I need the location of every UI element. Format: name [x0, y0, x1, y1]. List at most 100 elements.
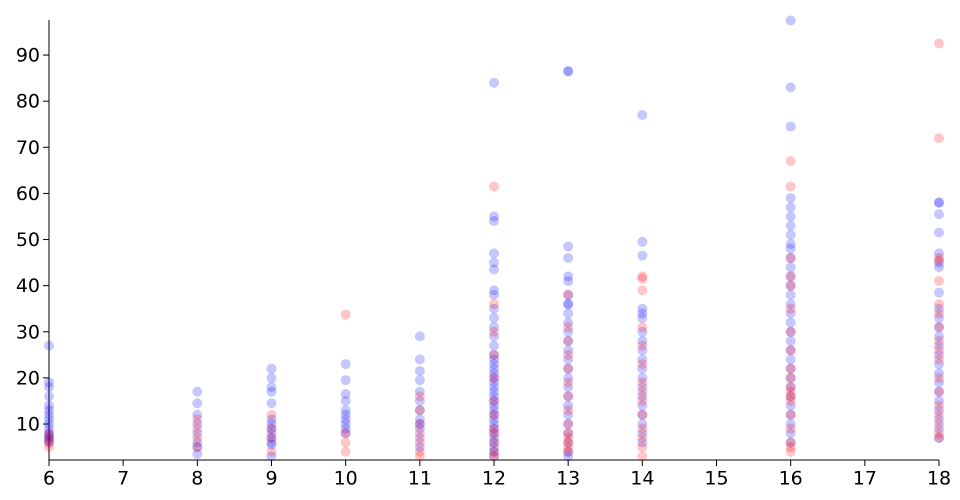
point: [785, 419, 796, 430]
point: [637, 432, 648, 443]
point: [563, 391, 574, 402]
point: [563, 289, 574, 300]
point: [934, 354, 944, 365]
point: [44, 377, 54, 388]
point: [934, 299, 944, 310]
point: [340, 375, 351, 386]
point: [563, 442, 574, 453]
point: [637, 419, 648, 430]
point: [934, 432, 944, 443]
point: [934, 400, 944, 411]
point: [785, 326, 796, 337]
y-tick-label: 90: [16, 45, 40, 67]
point: [266, 428, 277, 439]
point: [785, 262, 796, 273]
y-tick-label: 20: [16, 367, 40, 389]
point: [192, 414, 203, 425]
point: [489, 216, 499, 227]
point: [785, 193, 796, 204]
point: [414, 391, 425, 402]
point: [489, 409, 499, 420]
point: [44, 419, 54, 430]
y-tick-label: 70: [16, 137, 40, 159]
point: [934, 255, 944, 266]
point: [934, 133, 944, 144]
point: [785, 121, 796, 132]
point: [785, 303, 796, 314]
point: [934, 419, 944, 430]
point: [489, 181, 499, 192]
point: [414, 405, 425, 416]
point: [637, 308, 648, 319]
point: [266, 423, 277, 434]
point: [44, 340, 54, 351]
point: [489, 359, 499, 370]
point: [785, 363, 796, 374]
point: [266, 439, 277, 450]
point: [489, 372, 499, 383]
y-tick-label: 60: [16, 183, 40, 205]
point: [637, 377, 648, 388]
point: [934, 331, 944, 342]
point: [414, 365, 425, 376]
point: [934, 248, 944, 259]
point: [192, 386, 203, 397]
point: [637, 354, 648, 365]
point: [489, 257, 499, 268]
x-tick-label: 7: [117, 468, 129, 490]
point: [489, 451, 499, 462]
point: [934, 409, 944, 420]
point: [637, 409, 648, 420]
point: [489, 285, 499, 296]
point: [414, 414, 425, 425]
point: [266, 432, 277, 443]
point: [785, 423, 796, 434]
point: [785, 382, 796, 393]
point: [266, 419, 277, 430]
point: [637, 451, 648, 462]
point: [563, 446, 574, 457]
x-tick-label: 15: [704, 468, 728, 490]
point: [563, 354, 574, 365]
point: [785, 382, 796, 393]
point: [785, 326, 796, 337]
point: [414, 446, 425, 457]
point: [785, 229, 796, 240]
point: [44, 435, 54, 446]
point: [340, 419, 351, 430]
point: [785, 271, 796, 282]
point: [489, 446, 499, 457]
point: [785, 280, 796, 291]
point: [266, 382, 277, 393]
point: [414, 395, 425, 406]
point: [785, 202, 796, 213]
point: [489, 211, 499, 222]
point: [563, 419, 574, 430]
point: [637, 409, 648, 420]
point: [414, 386, 425, 397]
point: [563, 428, 574, 439]
point: [192, 442, 203, 453]
point: [44, 428, 54, 439]
point: [489, 377, 499, 388]
point: [934, 252, 944, 263]
point: [637, 391, 648, 402]
point: [934, 386, 944, 397]
point: [785, 409, 796, 420]
point: [637, 363, 648, 374]
point: [934, 262, 944, 273]
point: [785, 220, 796, 231]
point: [489, 437, 499, 448]
point: [785, 181, 796, 192]
point: [637, 340, 648, 351]
point: [785, 442, 796, 453]
point: [192, 409, 203, 420]
point: [414, 331, 425, 342]
x-tick-label: 12: [482, 468, 506, 490]
point: [637, 359, 648, 370]
point: [414, 428, 425, 439]
point: [489, 289, 499, 300]
point: [785, 446, 796, 457]
point: [414, 442, 425, 453]
point: [44, 437, 54, 448]
